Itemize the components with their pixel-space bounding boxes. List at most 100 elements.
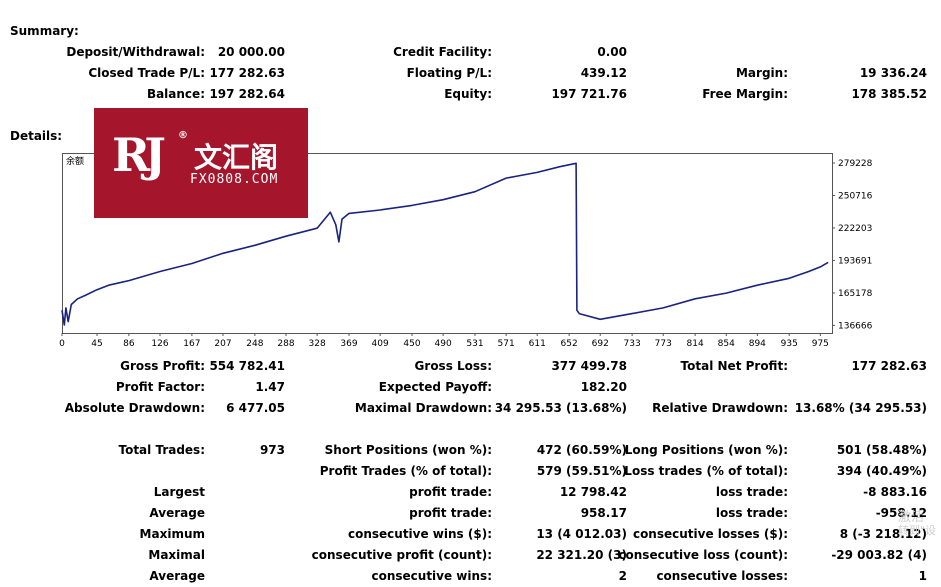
x-tick-label: 369 <box>340 339 357 349</box>
margin-label: Margin: <box>735 66 788 80</box>
maximum-label: Maximum <box>139 527 205 541</box>
maximal-consecutive-profit-label: consecutive profit (count): <box>311 548 492 562</box>
total-trades-value: 973 <box>259 443 285 457</box>
maximal-consecutive-loss-value: -29 003.82 (4) <box>831 548 927 562</box>
short-positions-label: Short Positions (won %): <box>324 443 492 457</box>
equity-label: Equity: <box>444 87 492 101</box>
maximal-label: Maximal <box>148 548 205 562</box>
logo-site: FX0808.COM <box>190 172 279 187</box>
deposit-label: Deposit/Withdrawal: <box>66 45 205 59</box>
long-positions-value: 501 (58.48%) <box>836 443 927 457</box>
x-tick-label: 288 <box>277 339 294 349</box>
equity-value: 197 721.76 <box>551 87 627 101</box>
activation-watermark: 激活 转到"设 <box>898 511 936 537</box>
profit-factor-label: Profit Factor: <box>115 380 205 394</box>
y-tick-label: 193691 <box>838 256 872 266</box>
x-tick-label: 611 <box>529 339 546 349</box>
y-tick-label: 279228 <box>838 159 873 169</box>
x-tick-label: 207 <box>214 339 231 349</box>
x-tick-label: 409 <box>372 339 389 349</box>
free-margin-label: Free Margin: <box>702 87 788 101</box>
details-title: Details: <box>10 129 63 143</box>
loss-trades-label: Loss trades (% of total): <box>624 464 788 478</box>
x-tick-label: 773 <box>655 339 672 349</box>
x-tick-label: 854 <box>718 339 735 349</box>
x-tick-label: 126 <box>151 339 168 349</box>
expected-payoff-label: Expected Payoff: <box>378 380 492 394</box>
avg-consecutive-wins-label: consecutive wins: <box>371 569 492 583</box>
y-tick-label: 165178 <box>838 289 873 299</box>
gross-loss-label: Gross Loss: <box>414 359 492 373</box>
total-net-profit-label: Total Net Profit: <box>680 359 788 373</box>
logo-mark: RJ <box>112 128 166 182</box>
largest-loss-value: -8 883.16 <box>863 485 927 499</box>
deposit-value: 20 000.00 <box>217 45 285 59</box>
maximal-drawdown-label: Maximal Drawdown: <box>354 401 492 415</box>
x-tick-label: 45 <box>91 339 102 349</box>
profit-factor-value: 1.47 <box>255 380 285 394</box>
average-loss-value: -958.12 <box>875 506 927 520</box>
average-profit-label: profit trade: <box>409 506 492 520</box>
brand-logo: RJ ® 文汇阁 FX0808.COM <box>94 108 308 218</box>
largest-profit-label: profit trade: <box>409 485 492 499</box>
x-tick-label: 490 <box>435 339 452 349</box>
x-tick-label: 652 <box>561 339 578 349</box>
short-positions-value: 472 (60.59%) <box>536 443 627 457</box>
closed-pl-label: Closed Trade P/L: <box>88 66 205 80</box>
series-label: 余额 <box>66 155 84 167</box>
credit-value: 0.00 <box>597 45 627 59</box>
x-tick-label: 692 <box>592 339 609 349</box>
y-tick-label: 136666 <box>838 321 873 331</box>
largest-profit-value: 12 798.42 <box>559 485 627 499</box>
avg-consecutive-losses-value: 1 <box>918 569 927 583</box>
x-tick-label: 167 <box>183 339 200 349</box>
watermark-line1: 激活 <box>898 510 925 525</box>
total-net-profit-value: 177 282.63 <box>851 359 927 373</box>
balance-value: 197 282.64 <box>209 87 285 101</box>
average-consecutive-label: Average <box>149 569 205 583</box>
floating-pl-label: Floating P/L: <box>406 66 492 80</box>
avg-consecutive-losses-label: consecutive losses: <box>656 569 788 583</box>
maximal-drawdown-value: 34 295.53 (13.68%) <box>494 401 627 415</box>
y-tick-label: 222203 <box>838 224 872 234</box>
largest-label: Largest <box>153 485 205 499</box>
gross-profit-value: 554 782.41 <box>209 359 285 373</box>
maximal-consecutive-loss-label: consecutive loss (count): <box>618 548 788 562</box>
max-consecutive-losses-label: consecutive losses ($): <box>632 527 788 541</box>
x-tick-label: 894 <box>749 339 766 349</box>
profit-trades-value: 579 (59.51%) <box>536 464 627 478</box>
max-consecutive-losses-value: 8 (-3 218.12) <box>839 527 927 541</box>
relative-drawdown-label: Relative Drawdown: <box>652 401 788 415</box>
balance-label: Balance: <box>146 87 205 101</box>
summary-title: Summary: <box>10 24 79 38</box>
credit-label: Credit Facility: <box>393 45 492 59</box>
loss-trades-value: 394 (40.49%) <box>836 464 927 478</box>
absolute-drawdown-value: 6 477.05 <box>226 401 285 415</box>
average-label: Average <box>149 506 205 520</box>
x-tick-label: 450 <box>403 339 420 349</box>
x-tick-label: 0 <box>59 339 65 349</box>
gross-loss-value: 377 499.78 <box>551 359 627 373</box>
logo-registered: ® <box>178 130 188 141</box>
watermark-line2: 转到"设 <box>898 524 937 537</box>
average-profit-value: 958.17 <box>580 506 627 520</box>
x-tick-label: 571 <box>498 339 515 349</box>
expected-payoff-value: 182.20 <box>580 380 627 394</box>
y-tick-label: 250716 <box>838 191 873 201</box>
average-loss-label: loss trade: <box>715 506 788 520</box>
max-consecutive-wins-label: consecutive wins ($): <box>347 527 492 541</box>
max-consecutive-wins-value: 13 (4 012.03) <box>536 527 627 541</box>
profit-trades-label: Profit Trades (% of total): <box>319 464 492 478</box>
long-positions-label: Long Positions (won %): <box>624 443 788 457</box>
balance-line <box>61 162 829 326</box>
x-tick-label: 248 <box>246 339 263 349</box>
x-tick-label: 814 <box>687 339 704 349</box>
avg-consecutive-wins-value: 2 <box>618 569 627 583</box>
closed-pl-value: 177 282.63 <box>209 66 285 80</box>
x-tick-label: 733 <box>624 339 641 349</box>
x-tick-label: 86 <box>123 339 135 349</box>
logo-name: 文汇阁 <box>194 141 279 174</box>
x-tick-label: 328 <box>309 339 326 349</box>
floating-pl-value: 439.12 <box>580 66 627 80</box>
gross-profit-label: Gross Profit: <box>120 359 205 373</box>
